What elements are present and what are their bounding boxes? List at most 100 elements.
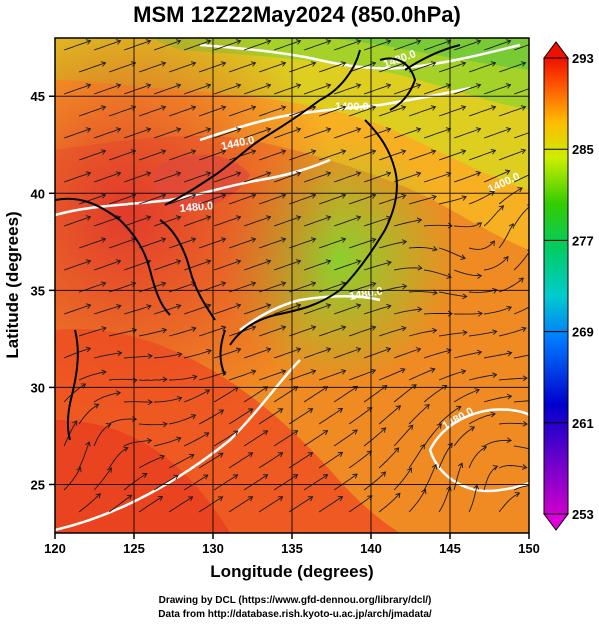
- streamline-arrowhead: [310, 325, 317, 331]
- streamline-arrowhead: [205, 83, 212, 89]
- streamline: [93, 40, 121, 51]
- streamline: [139, 329, 167, 337]
- streamline: [63, 304, 91, 315]
- streamline-arrowhead: [325, 127, 332, 133]
- streamline-arrowhead: [85, 215, 92, 221]
- streamline: [303, 128, 331, 139]
- streamline: [514, 354, 529, 359]
- streamline: [498, 492, 520, 513]
- streamline-arrowhead: [393, 447, 400, 453]
- streamline-arrowhead: [325, 83, 332, 89]
- streamline-arrowhead: [415, 171, 422, 177]
- y-tick-label: 25: [31, 477, 45, 492]
- streamline-arrowhead: [415, 127, 422, 133]
- streamline-arrowhead: [277, 496, 284, 502]
- streamline-arrowhead: [385, 83, 392, 89]
- streamline: [138, 106, 166, 117]
- streamline-arrowhead: [490, 411, 496, 418]
- streamline: [318, 496, 343, 513]
- streamline: [228, 106, 256, 117]
- streamline: [288, 370, 316, 381]
- streamline-arrowhead: [460, 254, 466, 260]
- streamline: [393, 40, 421, 51]
- streamline: [499, 377, 528, 381]
- contour-label: 1480.0: [348, 285, 383, 303]
- streamline: [363, 305, 391, 315]
- streamline-arrowhead: [505, 169, 511, 175]
- streamline: [408, 368, 435, 381]
- streamline-arrowhead: [355, 127, 362, 133]
- streamline: [393, 424, 414, 447]
- streamline-arrowhead: [310, 149, 317, 155]
- streamline: [243, 474, 268, 491]
- streamline-arrowhead: [417, 306, 423, 313]
- streamline-arrowhead: [352, 429, 358, 435]
- streamline-arrowhead: [93, 403, 100, 409]
- streamline-arrowhead: [400, 367, 406, 374]
- streamline: [333, 128, 361, 139]
- streamline: [363, 172, 391, 183]
- streamline: [109, 378, 138, 381]
- streamline: [123, 473, 148, 491]
- streamline-arrowhead: [355, 303, 362, 309]
- streamline-arrowhead: [262, 386, 269, 392]
- streamline: [453, 351, 482, 359]
- streamline: [393, 128, 421, 139]
- streamline: [303, 474, 328, 491]
- streamline-arrowhead: [204, 389, 211, 395]
- streamline: [528, 247, 529, 248]
- streamline: [483, 395, 512, 403]
- streamline: [408, 196, 437, 205]
- streamline-arrowhead: [371, 281, 377, 288]
- streamline-arrowhead: [95, 493, 101, 499]
- streamline: [168, 194, 196, 205]
- streamline-arrowhead: [370, 325, 377, 331]
- streamline-arrowhead: [370, 368, 377, 375]
- streamline-arrowhead: [400, 149, 407, 155]
- streamline-arrowhead: [337, 451, 344, 457]
- streamline: [483, 128, 511, 139]
- streamline: [423, 40, 451, 51]
- streamline: [213, 216, 241, 227]
- streamline: [408, 444, 425, 469]
- streamline-arrowhead: [277, 408, 284, 414]
- streamline-arrowhead: [446, 348, 452, 354]
- streamline-arrowhead: [477, 310, 483, 317]
- streamline-arrowhead: [310, 369, 317, 375]
- streamline: [108, 418, 137, 425]
- streamline-arrowhead: [506, 305, 512, 312]
- streamline-arrowhead: [537, 482, 541, 487]
- streamline: [228, 238, 256, 249]
- streamline-arrowhead: [489, 240, 495, 246]
- streamline: [483, 439, 512, 447]
- streamline: [198, 452, 224, 469]
- streamline-arrowhead: [355, 215, 362, 221]
- streamline: [363, 471, 386, 491]
- streamline-arrowhead: [190, 105, 197, 111]
- streamline: [333, 304, 361, 315]
- colorbar-label: 293: [572, 51, 594, 66]
- streamline-arrowhead: [490, 105, 497, 111]
- streamline: [243, 386, 268, 403]
- streamline-arrowhead: [191, 326, 197, 332]
- streamline-arrowhead: [220, 325, 227, 331]
- streamline-arrowhead: [498, 205, 505, 211]
- streamline: [168, 106, 196, 117]
- streamline: [348, 450, 372, 469]
- x-tick-label: 150: [518, 541, 540, 556]
- streamline: [154, 353, 182, 359]
- streamline-arrowhead: [407, 467, 412, 473]
- streamline-arrowhead: [385, 347, 392, 353]
- streamline-arrowhead: [432, 245, 438, 252]
- streamline-arrowhead: [162, 376, 168, 383]
- streamline: [303, 172, 331, 183]
- streamline: [333, 348, 361, 359]
- streamline-arrowhead: [265, 39, 272, 45]
- streamline-arrowhead: [476, 222, 483, 228]
- streamline: [333, 40, 361, 51]
- streamline-arrowhead: [126, 494, 133, 500]
- streamline-arrowhead: [473, 484, 479, 490]
- streamline-arrowhead: [100, 281, 107, 287]
- streamline-arrowhead: [295, 171, 302, 177]
- streamline: [213, 474, 238, 491]
